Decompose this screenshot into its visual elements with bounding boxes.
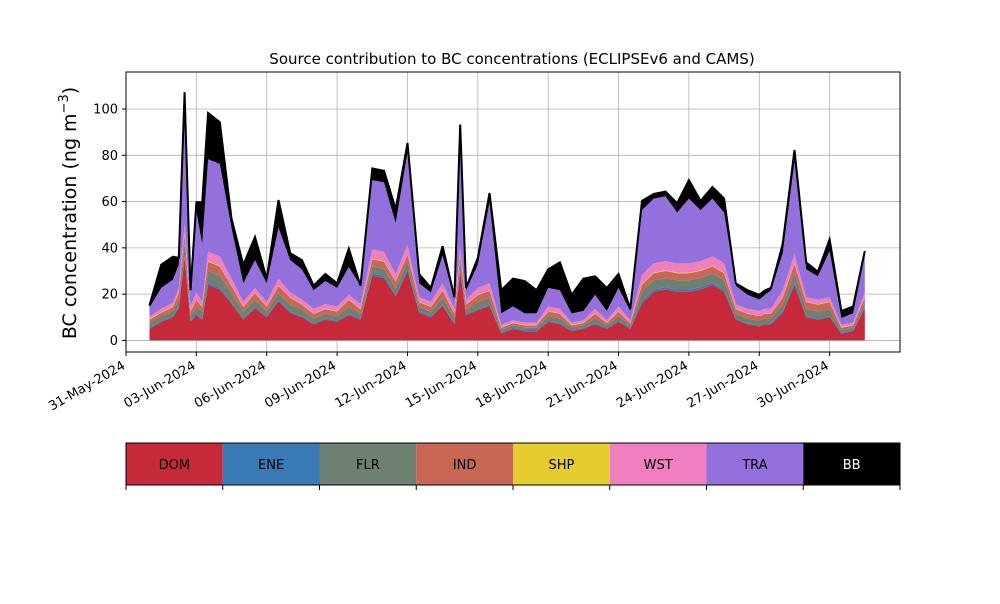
stacked-area-layer [148,92,866,341]
y-tick-label: 80 [101,149,118,164]
total-outline [148,92,866,313]
y-tick-label: 40 [101,241,118,256]
chart-title: Source contribution to BC concentrations… [269,50,754,68]
area-series-flr [149,243,865,333]
legend-swatch-ene [222,443,320,485]
x-tick-label: 31-May-2024 [46,358,128,414]
y-tick-label: 20 [101,288,118,303]
legend-label-wst: WST [644,458,673,473]
y-axis-label-exponent: −3 [57,94,72,113]
x-tick-label: 15-Jun-2024 [403,358,480,411]
x-tick-label: 12-Jun-2024 [333,358,410,411]
y-tick-label: 0 [110,334,118,349]
legend-swatch-tra [706,443,804,485]
legend-label-flr: FLR [356,458,380,473]
y-tick-label: 100 [93,103,118,118]
x-tick-label: 18-Jun-2024 [473,358,550,411]
area-series-dom [149,257,865,341]
legend-swatch-dom [126,443,223,485]
x-tick-label: 09-Jun-2024 [262,358,339,411]
y-axis-label-close: ) [59,87,81,94]
legend-colorbar: DOM ENE FLR IND SHP WST TRA BB [125,442,901,490]
y-tick-label: 60 [101,195,118,210]
x-tick-label: 03-Jun-2024 [122,358,199,411]
y-axis-label: BC concentration (ng m−3) [57,87,81,339]
y-axis-label-main: BC concentration (ng m [59,113,81,339]
legend-swatch-flr [319,443,417,485]
area-series-bb [149,92,865,318]
x-tick-label: 27-Jun-2024 [684,358,761,411]
legend-swatch-bb [803,443,900,485]
plot-frame [125,71,901,353]
x-tick-label: 06-Jun-2024 [192,358,269,411]
legend-swatch-ind [416,443,513,485]
legend-label-shp: SHP [548,458,574,473]
x-tick-label: 30-Jun-2024 [755,358,832,411]
legend-swatch-shp [513,443,610,485]
legend-swatch-wst [609,443,707,485]
legend-label-bb: BB [843,458,861,473]
x-tick-label: 24-Jun-2024 [614,358,691,411]
axis-layer: 0 20 40 60 80 100 31-May-202403-Jun-202406-Jun… [46,71,901,414]
area-series-tra [149,119,865,325]
legend-label-ene: ENE [258,458,284,473]
legend-label-tra: TRA [741,458,767,473]
legend-label-dom: DOM [159,458,190,473]
x-tick-label: 21-Jun-2024 [544,358,621,411]
legend-label-ind: IND [453,458,477,473]
